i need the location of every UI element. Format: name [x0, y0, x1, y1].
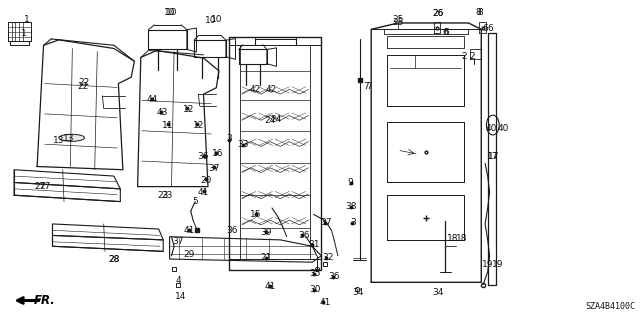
Text: 12: 12	[193, 121, 204, 130]
Text: 6: 6	[442, 28, 447, 37]
Text: 25: 25	[392, 15, 404, 24]
Text: FR.: FR.	[33, 294, 55, 307]
Text: 34: 34	[433, 288, 444, 297]
Text: 4: 4	[175, 276, 180, 285]
Text: 25: 25	[392, 19, 404, 27]
Text: 35: 35	[309, 269, 321, 278]
Text: 39: 39	[260, 228, 271, 237]
Text: 43: 43	[156, 108, 168, 117]
Text: 2: 2	[470, 52, 475, 61]
Text: 20: 20	[200, 176, 212, 185]
Text: 19: 19	[492, 260, 503, 269]
Text: 34: 34	[353, 288, 364, 297]
Text: 8: 8	[477, 8, 483, 17]
Text: 28: 28	[108, 256, 120, 264]
Text: 24: 24	[264, 116, 276, 125]
Text: 18: 18	[456, 234, 467, 243]
Text: 37: 37	[321, 218, 332, 227]
Text: 36: 36	[328, 272, 340, 281]
Text: 30: 30	[309, 285, 321, 294]
Text: 23: 23	[161, 191, 173, 200]
Text: 44: 44	[147, 95, 158, 104]
Text: 1: 1	[22, 29, 27, 38]
Text: 14: 14	[175, 292, 186, 300]
Text: 21: 21	[260, 253, 271, 262]
Text: 6: 6	[444, 28, 449, 37]
Text: 41: 41	[183, 226, 195, 235]
Text: 33: 33	[237, 140, 249, 149]
Text: 5: 5	[193, 197, 198, 206]
Text: 26: 26	[433, 9, 444, 18]
Text: 10: 10	[166, 8, 177, 17]
Text: 3: 3	[227, 134, 232, 143]
Text: 42: 42	[266, 85, 277, 94]
Text: 22: 22	[79, 78, 90, 87]
Text: 41: 41	[264, 282, 276, 291]
Text: 11: 11	[162, 121, 173, 130]
Text: 23: 23	[157, 191, 169, 200]
Text: 19: 19	[482, 260, 493, 269]
Text: 10: 10	[205, 16, 217, 25]
Text: 28: 28	[108, 256, 120, 264]
Text: 31: 31	[308, 241, 319, 249]
Text: 1: 1	[24, 15, 30, 24]
Text: 13: 13	[63, 134, 75, 143]
Text: 27: 27	[34, 182, 45, 191]
Text: 13: 13	[52, 137, 64, 145]
Text: 8: 8	[476, 8, 481, 17]
Text: 18: 18	[447, 234, 459, 243]
Text: 17: 17	[487, 152, 499, 161]
Text: 24: 24	[270, 115, 282, 124]
Text: 41: 41	[319, 298, 331, 307]
Text: 10: 10	[211, 15, 222, 24]
Text: 6: 6	[488, 24, 493, 33]
Ellipse shape	[59, 134, 84, 141]
Text: 12: 12	[183, 105, 195, 114]
Text: 17: 17	[488, 152, 499, 161]
Text: 41: 41	[198, 188, 209, 197]
Text: 3: 3	[351, 218, 356, 227]
Text: 36: 36	[198, 152, 209, 161]
Text: 26: 26	[433, 9, 444, 18]
Text: 15: 15	[250, 210, 262, 219]
Text: 36: 36	[226, 226, 237, 235]
Text: 38: 38	[345, 202, 356, 211]
Text: 22: 22	[77, 82, 89, 91]
Text: 16: 16	[212, 149, 223, 158]
Text: 42: 42	[249, 85, 260, 94]
Text: 9: 9	[348, 178, 353, 187]
Text: 37: 37	[172, 237, 184, 246]
Text: 40: 40	[486, 124, 497, 133]
Text: 10: 10	[164, 8, 175, 17]
Text: 27: 27	[40, 182, 51, 191]
Text: 32: 32	[322, 253, 333, 262]
Text: 7: 7	[366, 82, 372, 91]
Text: 37: 37	[209, 164, 220, 173]
Text: 6: 6	[483, 24, 488, 33]
Text: SZA4B4100C: SZA4B4100C	[585, 302, 635, 311]
Text: 2: 2	[461, 52, 467, 61]
Text: 40: 40	[498, 124, 509, 133]
Text: 36: 36	[298, 231, 310, 240]
Text: 29: 29	[183, 250, 195, 259]
Text: 7: 7	[364, 82, 369, 91]
